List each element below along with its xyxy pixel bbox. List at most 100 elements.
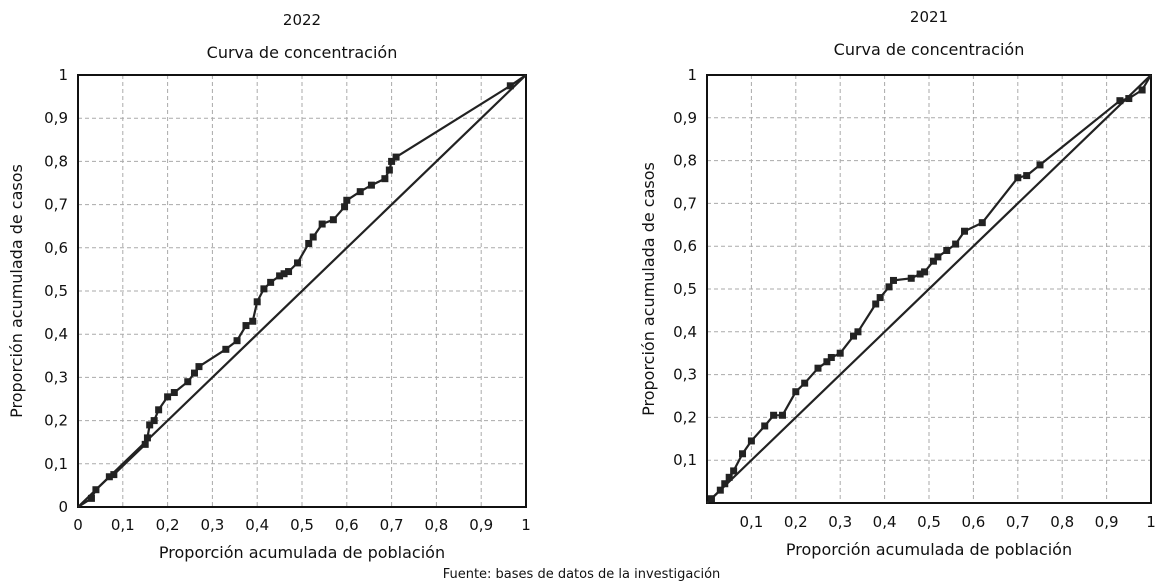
x-tick-label: 0,6 [961, 513, 985, 531]
y-tick-label: 0,1 [44, 455, 68, 473]
y-tick-label: 0,6 [44, 239, 68, 257]
data-point [110, 471, 118, 479]
y-tick-label: 1 [687, 66, 697, 84]
y-tick-label: 0,1 [673, 451, 697, 469]
x-tick-label: 0,2 [156, 516, 180, 534]
data-point [164, 393, 172, 401]
data-point [506, 82, 514, 90]
data-point [141, 440, 149, 448]
y-tick-label: 0,2 [673, 408, 697, 426]
data-point [730, 467, 738, 475]
x-tick-label: 0,2 [784, 513, 808, 531]
y-tick-label: 0,9 [44, 109, 68, 127]
data-point [392, 153, 400, 161]
data-point [242, 322, 250, 330]
data-point [952, 240, 960, 248]
data-point [318, 220, 326, 228]
data-point [388, 157, 396, 165]
data-point [329, 216, 337, 224]
x-axis-label: Proporción acumulada de población [786, 540, 1072, 559]
data-point [155, 406, 163, 414]
data-point [190, 369, 198, 377]
data-point [961, 227, 969, 235]
chart-2022: 2022 Curva de concentración 0 0,1 0,2 0,3 0,4 0… [7, 11, 531, 562]
y-tick-label: 0,5 [44, 282, 68, 300]
y-tick-label: 0,7 [44, 196, 68, 214]
data-point [876, 294, 884, 302]
data-point [294, 259, 302, 267]
data-point [889, 276, 897, 284]
x-tick-label: 0,5 [917, 513, 941, 531]
data-point [823, 358, 831, 366]
x-tick-label: 0,1 [111, 516, 135, 534]
data-point [87, 494, 95, 502]
chart-title: Curva de concentración [207, 43, 398, 62]
data-point [170, 389, 178, 397]
x-tick-label: 0,4 [245, 516, 269, 534]
y-tick-label: 0,8 [673, 152, 697, 170]
source-note: Fuente: bases de datos de la investigaci… [442, 567, 721, 582]
data-point [747, 437, 755, 445]
y-tick-label: 0 [58, 498, 68, 516]
data-point [814, 364, 822, 372]
data-point [943, 246, 951, 254]
data-point [1125, 95, 1133, 103]
data-point [305, 239, 313, 247]
data-point [916, 270, 924, 278]
data-point [195, 363, 203, 371]
y-tick-label: 0,7 [673, 194, 697, 212]
plot-frame [77, 74, 527, 508]
x-tick-label: 1 [521, 516, 531, 534]
x-tick-label: 0,3 [828, 513, 852, 531]
plot-frame [706, 74, 1152, 504]
x-tick-label: 0,8 [1050, 513, 1074, 531]
data-point [343, 196, 351, 204]
data-point [184, 378, 192, 386]
data-point [778, 411, 786, 419]
y-tick-label: 0,9 [673, 109, 697, 127]
x-tick-label: 0,4 [873, 513, 897, 531]
data-point [827, 353, 835, 361]
x-tick-label: 0 [73, 516, 83, 534]
data-point [356, 188, 364, 196]
x-tick-label: 0,5 [290, 516, 314, 534]
data-point [1116, 97, 1124, 105]
x-tick-label: 0,6 [335, 516, 359, 534]
data-point [739, 450, 747, 458]
data-point [934, 253, 942, 261]
data-point [341, 203, 349, 211]
y-axis-label: Proporción acumulada de casos [639, 162, 658, 416]
equality-line [706, 74, 1152, 504]
x-tick-label: 0,1 [739, 513, 763, 531]
x-axis-label: Proporción acumulada de población [159, 543, 445, 562]
data-point [854, 328, 862, 336]
y-tick-label: 1 [58, 66, 68, 84]
y-axis-label: Proporción acumulada de casos [7, 164, 26, 418]
data-point [367, 181, 375, 189]
x-tick-label: 1 [1146, 513, 1156, 531]
data-point [1036, 161, 1044, 169]
data-point [770, 411, 778, 419]
y-tick-label: 0,6 [673, 237, 697, 255]
data-point [260, 285, 268, 293]
data-point [385, 166, 393, 174]
y-tick-label: 0,4 [673, 323, 697, 341]
data-point [836, 349, 844, 357]
data-point [921, 268, 929, 276]
data-point [872, 300, 880, 308]
x-tick-label: 0,7 [380, 516, 404, 534]
y-tick-label: 0,3 [673, 366, 697, 384]
data-point [267, 278, 275, 286]
x-tick-label: 0,9 [1095, 513, 1119, 531]
chart-year: 2021 [910, 8, 948, 26]
data-point [233, 337, 241, 345]
data-point [850, 332, 858, 340]
y-tick-label: 0,2 [44, 412, 68, 430]
curve-markers [707, 86, 1146, 503]
data-point [222, 345, 230, 353]
y-tick-label: 0,8 [44, 152, 68, 170]
y-tick-label: 0,4 [44, 325, 68, 343]
chart-2021: 2021 Curva de concentración 0,1 0,2 0,3 0,4 0,… [639, 8, 1156, 559]
chart-year: 2022 [283, 11, 321, 29]
data-point [1023, 172, 1031, 180]
